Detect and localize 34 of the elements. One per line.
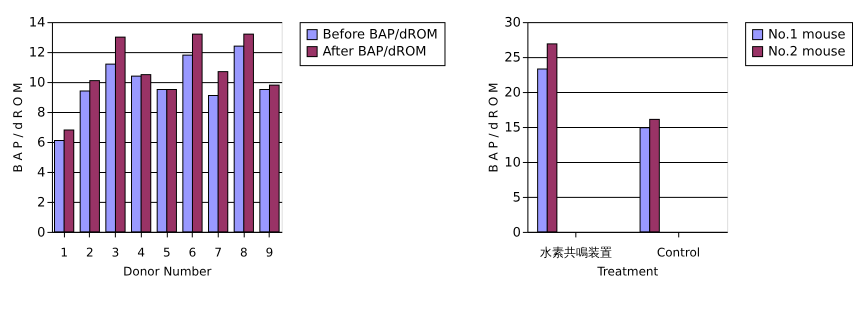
y-tick-label: 12 <box>28 46 46 61</box>
x-tick-label: 4 <box>137 245 145 260</box>
y-tick-label: 8 <box>37 106 46 121</box>
y-tick-label: 10 <box>28 76 46 91</box>
x-tick-label: 7 <box>214 245 222 260</box>
y-tick-label: 25 <box>504 50 521 66</box>
y-axis-title: B A P / d R O M <box>486 82 500 172</box>
y-tick-label: 30 <box>504 16 521 31</box>
legend-label: No.1 mouse <box>768 28 846 43</box>
x-tick-label: Control <box>656 245 700 260</box>
y-tick-label: 20 <box>504 86 521 101</box>
y-tick-label: 6 <box>37 135 46 150</box>
y-tick-label: 2 <box>37 195 46 210</box>
y-tick-label: 14 <box>28 16 46 31</box>
x-tick-label: 水素共鳴装置 <box>540 245 612 260</box>
x-tick-label: 1 <box>60 245 68 260</box>
x-tick-label: 3 <box>112 245 120 260</box>
y-tick-label: 5 <box>512 190 521 206</box>
x-tick-label: 5 <box>162 245 171 260</box>
y-tick-label: 0 <box>37 225 46 240</box>
x-axis-title: Treatment <box>596 264 659 278</box>
legend-label: After BAP/dROM <box>322 44 426 60</box>
x-tick-label: 8 <box>240 245 248 260</box>
x-tick-label: 6 <box>188 245 196 260</box>
x-axis-title: Donor Number <box>123 264 212 278</box>
y-axis-title: B A P / d R O M <box>10 82 25 172</box>
x-tick-label: 9 <box>266 245 274 260</box>
legend-label: No.2 mouse <box>768 44 846 60</box>
legend-label: Before BAP/dROM <box>322 28 438 43</box>
y-tick-label: 10 <box>504 155 521 170</box>
y-tick-label: 4 <box>37 165 46 180</box>
y-tick-label: 0 <box>512 225 521 240</box>
x-tick-label: 2 <box>86 245 94 260</box>
y-tick-label: 15 <box>504 120 521 136</box>
